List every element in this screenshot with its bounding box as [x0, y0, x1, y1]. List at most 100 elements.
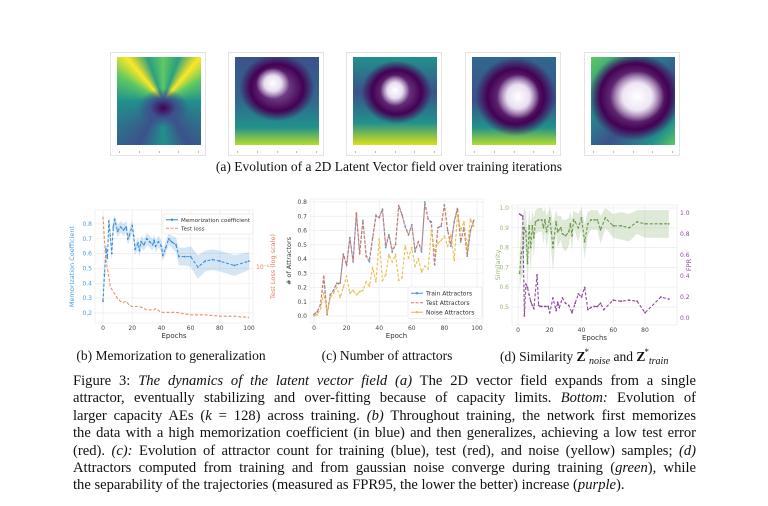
noise-attractors-point — [433, 249, 436, 252]
x-ticks — [237, 151, 317, 153]
train-attractors-point — [391, 250, 394, 253]
y-tick-label: 0.9 — [499, 225, 509, 232]
test-attractors-line — [313, 203, 475, 315]
legend-label: Train Attractors — [425, 290, 472, 297]
vector-field-frame-4 — [465, 52, 561, 156]
memorization-coefficient-point — [125, 226, 128, 228]
memorization-coefficient-point — [113, 218, 116, 221]
fpr-point — [564, 302, 567, 305]
noise-attractors-point — [313, 315, 315, 317]
memorization-coefficient-point — [153, 239, 155, 242]
train-attractors-point — [414, 250, 416, 253]
similarity-point — [583, 240, 586, 243]
subscript-train: train — [648, 356, 669, 367]
memorization-coefficient-point — [131, 224, 134, 227]
memorization-coefficient-point — [112, 226, 115, 228]
memorization-coefficient-point — [106, 257, 109, 260]
noise-attractors-point — [463, 221, 465, 223]
noise-attractors-point — [450, 233, 452, 236]
noise-attractors-point — [414, 265, 416, 268]
caption-italic-text: The dynamics of the latent vector field … — [138, 373, 413, 389]
x-tick-label: 60 — [408, 325, 416, 332]
x-ticks — [119, 151, 199, 153]
legend-label: Test Attractors — [425, 300, 470, 307]
fpr-point — [593, 305, 596, 308]
y-tick-label: 1.0 — [499, 205, 509, 212]
caption-text: attractor, eventually stabilizing and ov… — [73, 390, 561, 407]
fpr-point — [547, 305, 550, 308]
noise-attractors-point — [335, 286, 338, 289]
similarity-point — [542, 226, 545, 229]
fpr-point — [561, 297, 564, 299]
panel-d-caption: (d) Similarity Z*noise and Z*train — [500, 347, 668, 367]
similarity-point — [537, 218, 540, 221]
y-axis-label: # of Attractors — [285, 236, 293, 285]
y2-axis-label: FPR — [685, 258, 693, 271]
fpr-point — [556, 301, 559, 304]
noise-attractors-point — [345, 275, 348, 277]
test-loss-line — [102, 216, 250, 319]
memorization-coefficient-point — [167, 237, 170, 240]
memorization-coefficient-point — [109, 234, 112, 237]
memorization-coefficient-point — [102, 300, 104, 303]
noise-attractors-point — [397, 279, 400, 282]
noise-attractors-point — [375, 280, 377, 283]
x-tick-label: 20 — [128, 325, 136, 332]
fpr-point — [580, 296, 583, 298]
fpr-point — [525, 283, 527, 286]
train-attractors-point — [368, 260, 371, 263]
y2-tick-label: 0.4 — [680, 273, 690, 280]
fpr-point — [590, 306, 592, 309]
x-ticks — [474, 151, 554, 153]
memorization-coefficient-point — [160, 245, 163, 248]
memorization-coefficient-point — [107, 220, 110, 222]
similarity-point — [531, 224, 534, 227]
noise-attractors-point — [348, 292, 351, 295]
y-tick-label: 0.5 — [499, 304, 509, 311]
x-tick-label: 40 — [375, 325, 383, 332]
caption-text: Throughout training, the network first m… — [383, 407, 697, 424]
and-text: and — [610, 349, 637, 364]
vector-field-image — [591, 57, 675, 145]
caption-line: (red). (c): Evolution of attractor count… — [73, 443, 696, 460]
similarity-point — [559, 226, 562, 229]
x-tick-label: 0 — [312, 325, 316, 332]
fpr-point — [567, 304, 570, 307]
similarity-point — [604, 217, 607, 219]
y-tick-label: 0.1 — [297, 299, 307, 306]
noise-attractors-point — [404, 245, 407, 248]
similarity-point — [590, 218, 592, 221]
memorization-coefficient-point — [151, 243, 154, 246]
plot-frame — [511, 204, 678, 326]
fpr-point — [620, 300, 623, 303]
similarity-point — [620, 224, 623, 227]
x-tick-label: 80 — [641, 327, 649, 334]
vector-field-frame-2 — [228, 52, 324, 156]
memorization-coefficient-point — [164, 246, 167, 249]
noise-attractors-point — [420, 270, 423, 273]
panel-c-caption: (c) Number of attractors — [321, 348, 453, 363]
noise-attractors-point — [371, 266, 374, 269]
noise-attractors-point — [410, 246, 413, 249]
fpr-point — [659, 296, 662, 298]
caption-italic-text: k — [205, 407, 212, 424]
y-tick-label: 0.3 — [297, 270, 307, 277]
memorization-coefficient-point — [211, 258, 214, 261]
fpr-point — [558, 306, 561, 309]
similarity-point — [545, 230, 548, 233]
fpr-point — [596, 305, 599, 308]
x-tick-label: 80 — [216, 325, 224, 332]
noise-attractors-point — [456, 213, 459, 216]
legend-marker — [415, 311, 419, 314]
similarity-point — [561, 232, 564, 235]
x-tick-label: 0 — [516, 327, 520, 334]
y-tick-label: 0.7 — [499, 264, 509, 271]
similarity-point — [577, 226, 580, 229]
noise-attractors-point — [381, 279, 384, 282]
caption-line: attractor, eventually stabilizing and ov… — [73, 390, 696, 407]
vector-field-frame-3 — [346, 52, 442, 156]
similarity-point — [532, 236, 535, 239]
vector-field-frame-1 — [110, 52, 206, 156]
noise-attractors-point — [326, 312, 328, 315]
z-train-symbol: Z — [636, 349, 646, 364]
